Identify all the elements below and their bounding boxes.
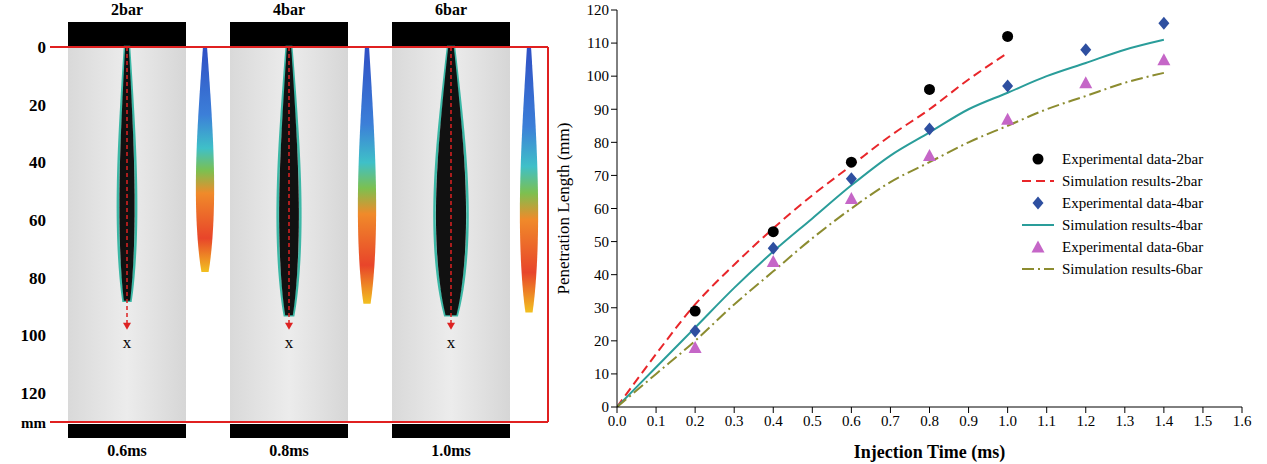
- svg-text:70: 70: [594, 168, 609, 184]
- svg-text:x: x: [447, 333, 456, 352]
- svg-text:0.4: 0.4: [764, 413, 783, 429]
- svg-text:x: x: [123, 333, 132, 352]
- svg-text:10: 10: [594, 366, 609, 382]
- svg-text:1.6: 1.6: [1233, 413, 1252, 429]
- svg-text:mm: mm: [21, 415, 46, 431]
- svg-text:0: 0: [38, 38, 47, 57]
- html-text:Experimental data-4bar: Experimental data-4bar: [1062, 194, 1204, 211]
- svg-text:Penetration Length (mm): Penetration Length (mm): [555, 123, 573, 295]
- svg-text:1.2: 1.2: [1076, 413, 1095, 429]
- svg-text:50: 50: [594, 234, 609, 250]
- svg-text:0.8: 0.8: [920, 413, 939, 429]
- html-text:Simulation results-4bar: Simulation results-4bar: [1062, 216, 1203, 233]
- svg-text:1.1: 1.1: [1037, 413, 1056, 429]
- svg-text:40: 40: [29, 153, 46, 172]
- svg-text:0.9: 0.9: [959, 413, 978, 429]
- svg-text:60: 60: [594, 201, 609, 217]
- svg-text:1.0: 1.0: [998, 413, 1017, 429]
- svg-text:100: 100: [587, 68, 610, 84]
- svg-text:120: 120: [587, 2, 610, 18]
- svg-text:110: 110: [587, 35, 609, 51]
- svg-text:0.5: 0.5: [803, 413, 822, 429]
- svg-text:40: 40: [594, 267, 609, 283]
- html-text:Simulation results-6bar: Simulation results-6bar: [1062, 260, 1203, 277]
- svg-text:1.4: 1.4: [1155, 413, 1174, 429]
- svg-text:80: 80: [594, 135, 609, 151]
- svg-text:6bar: 6bar: [435, 1, 467, 18]
- svg-text:0.6ms: 0.6ms: [107, 442, 147, 459]
- svg-text:30: 30: [594, 300, 609, 316]
- svg-text:2bar: 2bar: [111, 1, 143, 18]
- svg-text:0.6: 0.6: [842, 413, 861, 429]
- svg-text:Injection Time (ms): Injection Time (ms): [854, 442, 1005, 463]
- svg-text:1.5: 1.5: [1194, 413, 1213, 429]
- svg-text:0.1: 0.1: [647, 413, 666, 429]
- svg-text:x: x: [285, 333, 294, 352]
- html-text:Simulation results-2bar: Simulation results-2bar: [1062, 172, 1203, 189]
- html-text:Experimental data-6bar: Experimental data-6bar: [1062, 238, 1204, 255]
- svg-text:0.7: 0.7: [881, 413, 900, 429]
- svg-text:20: 20: [29, 96, 46, 115]
- svg-text:4bar: 4bar: [273, 1, 305, 18]
- svg-text:0.0: 0.0: [608, 413, 627, 429]
- svg-text:100: 100: [21, 326, 47, 345]
- svg-text:60: 60: [29, 211, 46, 230]
- svg-text:0.2: 0.2: [686, 413, 705, 429]
- svg-text:20: 20: [594, 333, 609, 349]
- svg-text:0: 0: [602, 399, 610, 415]
- svg-text:120: 120: [21, 384, 47, 403]
- svg-text:90: 90: [594, 102, 609, 118]
- svg-text:0.8ms: 0.8ms: [269, 442, 309, 459]
- svg-text:80: 80: [29, 269, 46, 288]
- html-text:Experimental data-2bar: Experimental data-2bar: [1062, 150, 1204, 167]
- svg-text:0.3: 0.3: [725, 413, 744, 429]
- svg-text:1.3: 1.3: [1115, 413, 1134, 429]
- svg-text:1.0ms: 1.0ms: [431, 442, 471, 459]
